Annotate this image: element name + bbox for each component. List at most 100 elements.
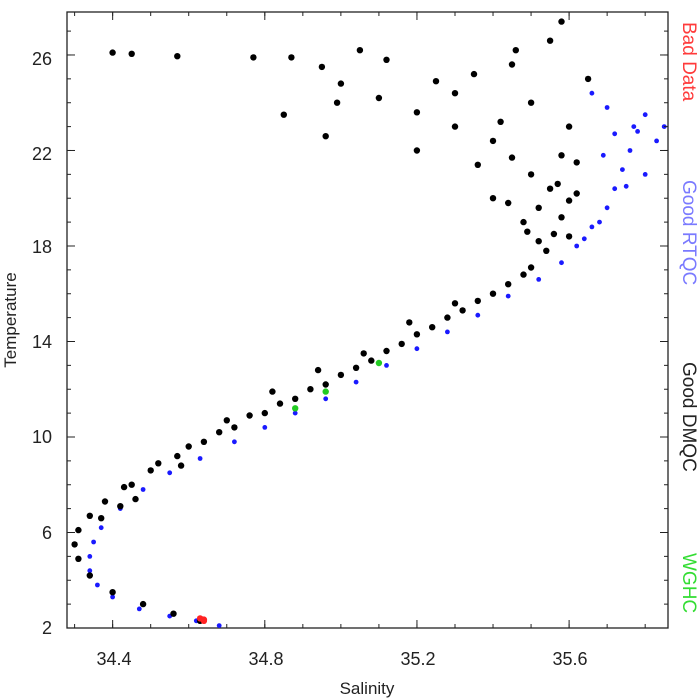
scatter-point-good-dmqc — [368, 357, 375, 364]
scatter-point-good-dmqc — [101, 498, 109, 505]
scatter-point-good-dmqc — [558, 18, 565, 25]
scatter-point-good-dmqc — [524, 228, 531, 235]
scatter-point-good-dmqc — [474, 297, 481, 305]
scatter-point-good-dmqc — [497, 118, 504, 126]
scatter-point-good-dmqc — [322, 381, 329, 388]
scatter-point-good-dmqc — [75, 555, 82, 562]
scatter-point-good-rtqc — [216, 623, 222, 628]
scatter-point-good-rtqc — [597, 219, 602, 225]
scatter-point-good-dmqc — [71, 541, 78, 548]
legend-good-dmqc: Good DMQC — [678, 362, 699, 472]
y-tick-labels: 2 6 10 14 18 22 26 — [32, 49, 52, 638]
scatter-point-wghc — [292, 405, 299, 412]
scatter-point-good-rtqc — [136, 606, 142, 612]
scatter-point-good-dmqc — [177, 462, 185, 469]
y-tick-label: 18 — [32, 237, 52, 257]
scatter-point-good-dmqc — [451, 300, 459, 307]
scatter-point-good-dmqc — [117, 503, 124, 510]
scatter-point-good-dmqc — [489, 137, 497, 145]
scatter-point-good-rtqc — [627, 148, 633, 153]
scatter-point-good-dmqc — [470, 70, 478, 78]
scatter-point-good-dmqc — [276, 400, 284, 407]
scatter-point-good-rtqc — [574, 243, 580, 249]
scatter-point-good-dmqc — [216, 429, 223, 436]
scatter-point-good-dmqc — [383, 56, 390, 63]
scatter-point-good-dmqc — [520, 271, 527, 278]
scatter-point-good-rtqc — [445, 329, 450, 335]
scatter-point-outliers — [250, 54, 257, 61]
legend-bad-data: Bad Data — [678, 22, 699, 102]
scatter-point-good-rtqc — [140, 487, 146, 492]
scatter-point-good-dmqc — [451, 123, 459, 130]
scatter-point-good-dmqc — [185, 443, 192, 450]
legend: Bad Data Good RTQC Good DMQC WGHC — [678, 22, 699, 613]
scatter-point-good-dmqc — [223, 417, 230, 424]
scatter-point-good-dmqc — [527, 171, 535, 178]
scatter-point-good-rtqc — [414, 346, 420, 352]
scatter-point-good-rtqc — [620, 167, 625, 173]
scatter-point-good-dmqc — [527, 99, 535, 106]
y-tick-label: 10 — [32, 427, 52, 447]
legend-wghc: WGHC — [678, 553, 699, 613]
scatter-point-good-rtqc — [623, 183, 629, 189]
scatter-point-good-dmqc — [75, 526, 82, 534]
scatter-point-good-dmqc — [505, 199, 512, 207]
scatter-point-wghc — [375, 359, 383, 367]
scatter-point-good-dmqc — [269, 388, 276, 395]
scatter-point-good-dmqc — [489, 290, 497, 297]
scatter-point-good-dmqc — [352, 364, 360, 371]
x-axis-title: Salinity — [340, 679, 395, 698]
scatter-point-good-rtqc — [600, 152, 606, 158]
scatter-point-good-dmqc — [546, 185, 554, 192]
scatter-point-good-dmqc — [398, 340, 405, 348]
scatter-point-good-dmqc — [512, 47, 519, 54]
scatter-point-good-dmqc — [383, 347, 390, 355]
scatter-point-good-dmqc — [558, 214, 565, 221]
scatter-point-good-dmqc — [573, 190, 580, 197]
plot-frame — [66, 11, 669, 629]
scatter-point-good-rtqc — [110, 594, 115, 600]
legend-good-rtqc: Good RTQC — [678, 180, 699, 285]
scatter-point-good-dmqc — [554, 180, 561, 188]
scatter-point-good-rtqc — [635, 129, 640, 134]
scatter-point-good-rtqc — [604, 205, 610, 211]
x-tick-label: 34.8 — [248, 649, 283, 669]
scatter-point-good-rtqc — [353, 379, 359, 385]
scatter-point-good-dmqc — [550, 230, 558, 238]
scatter-point-good-rtqc — [654, 138, 659, 144]
scatter-point-good-dmqc — [565, 197, 573, 204]
scatter-point-good-dmqc — [132, 495, 139, 503]
scatter-point-bad-data — [200, 616, 208, 623]
scatter-point-good-rtqc — [589, 90, 595, 96]
scatter-point-good-dmqc — [565, 233, 573, 240]
scatter-point-good-rtqc — [505, 293, 511, 299]
scatter-point-good-rtqc — [559, 260, 564, 266]
scatter-point-good-rtqc — [631, 124, 637, 129]
scatter-point-good-dmqc — [120, 483, 128, 491]
scatter-point-good-dmqc — [147, 467, 154, 474]
scatter-point-good-dmqc — [288, 54, 295, 61]
scatter-point-good-dmqc — [200, 438, 208, 445]
scatter-point-good-dmqc — [535, 204, 542, 211]
y-tick-label: 14 — [32, 332, 52, 352]
scatter-point-good-rtqc — [197, 456, 203, 461]
scatter-point-good-rtqc — [91, 539, 96, 545]
scatter-point-good-rtqc — [612, 131, 618, 137]
scatter-point-good-dmqc — [333, 99, 341, 106]
scatter-point-good-dmqc — [413, 147, 421, 154]
scatter-point-good-dmqc — [489, 195, 497, 202]
x-tick-label: 35.6 — [552, 649, 587, 669]
scatter-point-good-dmqc — [413, 109, 421, 116]
scatter-point-good-dmqc — [558, 152, 565, 159]
scatter-point-good-dmqc — [318, 63, 326, 71]
ticks-layer — [67, 12, 668, 629]
points-layer — [71, 18, 667, 628]
scatter-point-good-rtqc — [323, 396, 329, 402]
x-tick-label: 35.2 — [400, 649, 435, 669]
scatter-point-good-dmqc — [444, 314, 451, 321]
scatter-point-good-dmqc — [406, 319, 413, 326]
scatter-point-good-dmqc — [261, 409, 268, 417]
scatter-point-good-dmqc — [413, 331, 421, 338]
scatter-point-good-dmqc — [155, 460, 162, 467]
